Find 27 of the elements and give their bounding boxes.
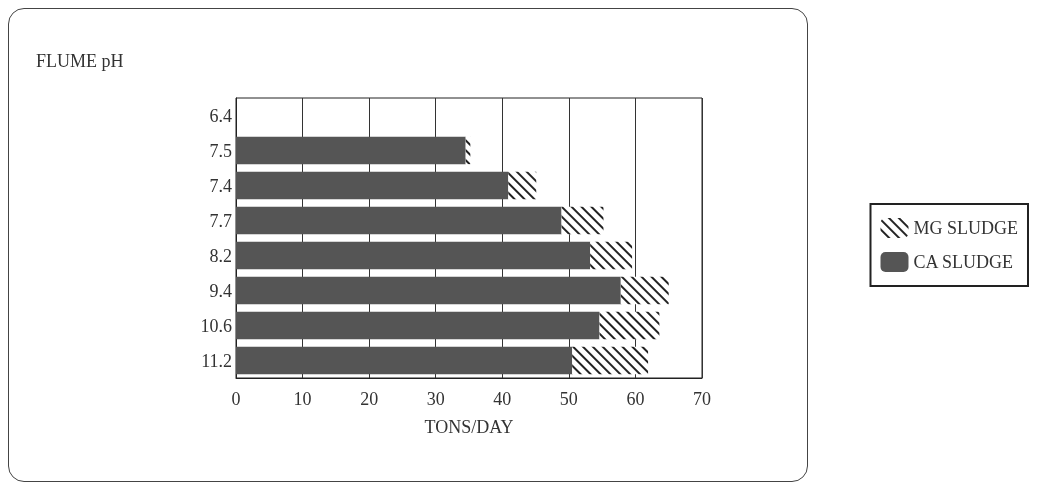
x-tick-label: 60 — [626, 389, 645, 409]
bar — [236, 171, 509, 200]
bar — [236, 276, 621, 305]
bar — [236, 311, 600, 340]
y-axis-title: FLUME pH — [36, 51, 124, 71]
legend-label: MG SLUDGE — [913, 218, 1019, 238]
x-tick-label: 70 — [693, 389, 711, 409]
bar — [236, 346, 573, 375]
y-tick-label: 7.5 — [209, 140, 232, 161]
bar — [236, 241, 591, 270]
y-tick-label: 9.4 — [209, 280, 232, 301]
x-tick-label: 20 — [360, 389, 379, 409]
x-tick-label: 40 — [493, 389, 512, 409]
legend-label: CA SLUDGE — [913, 252, 1014, 272]
y-tick-label: 10.6 — [200, 315, 232, 336]
y-tick-label: 11.2 — [201, 350, 232, 371]
bar — [236, 206, 562, 235]
y-tick-label: 7.4 — [209, 175, 232, 196]
x-tick-label: 10 — [293, 389, 312, 409]
x-axis-title: TONS/DAY — [424, 417, 514, 437]
y-tick-label: 8.2 — [209, 245, 232, 266]
x-tick-label: 0 — [231, 389, 241, 409]
bar — [236, 136, 466, 165]
y-tick-label: 6.4 — [209, 105, 232, 126]
y-tick-label: 7.7 — [209, 210, 232, 231]
x-tick-label: 30 — [426, 389, 445, 409]
x-tick-label: 50 — [559, 389, 578, 409]
